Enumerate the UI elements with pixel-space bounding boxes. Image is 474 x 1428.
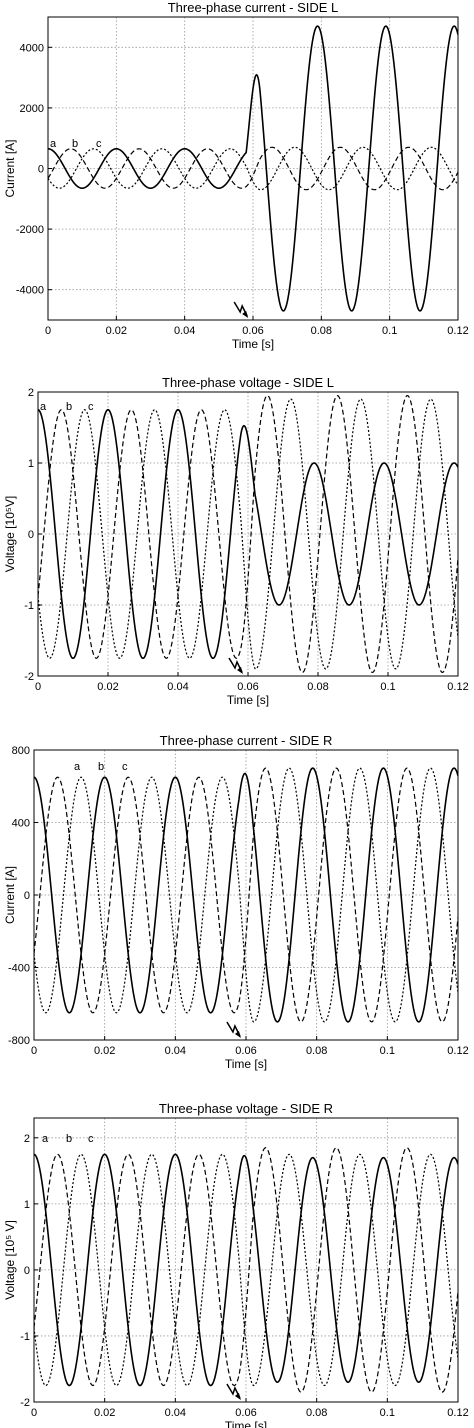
y-axis-label: Current [A] [3, 139, 17, 197]
x-axis-label: Time [s] [232, 337, 274, 351]
y-tick-label: -1 [24, 600, 34, 612]
x-tick-label: 0 [45, 325, 51, 337]
y-tick-label: 1 [24, 1199, 30, 1211]
phase-label-a: a [50, 138, 57, 150]
y-tick-label: 800 [12, 745, 30, 757]
y-tick-label: 0 [28, 529, 34, 541]
x-tick-label: 0.02 [97, 681, 118, 693]
phase-label-b: b [66, 401, 72, 413]
fault-marker-icon [226, 1383, 241, 1399]
y-tick-label: -1 [20, 1331, 30, 1343]
x-tick-label: 0.04 [165, 1407, 186, 1419]
y-axis-label: Voltage [10⁵V] [3, 496, 17, 572]
y-tick-label: 0 [24, 890, 30, 902]
y-tick-label: 4000 [20, 42, 44, 54]
x-tick-label: 0 [31, 1045, 37, 1057]
x-tick-label: 0.02 [94, 1045, 115, 1057]
x-tick-label: 0.08 [306, 1407, 327, 1419]
y-tick-label: -400 [8, 963, 30, 975]
phase-label-a: a [40, 401, 47, 413]
x-tick-label: 0.12 [447, 1045, 468, 1057]
fault-marker-icon [228, 657, 243, 673]
x-tick-label: 0.12 [447, 1407, 468, 1419]
x-tick-label: 0.04 [174, 325, 195, 337]
phase-label-b: b [72, 138, 78, 150]
y-tick-label: 400 [12, 818, 30, 830]
fault-arrowhead-icon [242, 311, 249, 318]
y-axis-label: Voltage [10⁵ V] [3, 1220, 17, 1300]
series-line-a [34, 1153, 458, 1387]
chart-title: Three-phase current - SIDE R [160, 733, 333, 748]
chart-title: Three-phase voltage - SIDE L [162, 375, 334, 390]
fault-arrowhead-icon [234, 1393, 241, 1400]
chart-panel-3: 0 0.02 0.04 0.06 0.08 0.1 0.12 -800 -400 0 400 800 T… [3, 733, 469, 1071]
x-tick-label: 0.1 [380, 1407, 395, 1419]
x-axis-label: Time [s] [227, 693, 269, 707]
phase-label-c: c [122, 761, 128, 773]
x-tick-label: 0.02 [94, 1407, 115, 1419]
x-tick-label: 0.12 [447, 325, 468, 337]
x-tick-label: 0.04 [167, 681, 188, 693]
y-tick-label: 2 [28, 387, 34, 399]
x-tick-label: 0.1 [382, 325, 397, 337]
x-tick-label: 0.12 [447, 681, 468, 693]
fault-marker-icon [226, 1021, 241, 1037]
x-tick-label: 0.08 [307, 681, 328, 693]
y-tick-label: -2 [24, 671, 34, 683]
phase-label-b: b [66, 1133, 72, 1145]
x-tick-label: 0.06 [235, 1045, 256, 1057]
fault-marker-icon [233, 301, 248, 317]
chart-panel-2: 0 0.02 0.04 0.06 0.08 0.1 0.12 -2 -1 0 1 2 Three-pha… [3, 375, 469, 707]
y-axis-label: Current [A] [3, 866, 17, 924]
y-tick-label: 0 [24, 1265, 30, 1277]
phase-label-c: c [88, 1133, 94, 1145]
chart-panel-4: 0 0.02 0.04 0.06 0.08 0.1 0.12 -2 -1 0 1 2 Three-pha… [3, 1101, 469, 1428]
y-tick-label: -2000 [16, 224, 44, 236]
chart-title: Three-phase voltage - SIDE R [159, 1101, 333, 1116]
x-tick-label: 0.02 [106, 325, 127, 337]
x-tick-label: 0.08 [306, 1045, 327, 1057]
x-tick-label: 0 [31, 1407, 37, 1419]
phase-label-b: b [98, 761, 104, 773]
series-line-c [38, 398, 458, 670]
x-tick-label: 0.08 [311, 325, 332, 337]
x-tick-label: 0 [35, 681, 41, 693]
series-line-a [34, 767, 458, 1023]
x-tick-label: 0.06 [242, 325, 263, 337]
phase-label-c: c [88, 401, 94, 413]
x-tick-label: 0.1 [380, 681, 395, 693]
series-line-a [48, 25, 458, 312]
y-tick-label: 0 [38, 164, 44, 176]
phase-label-c: c [96, 138, 102, 150]
x-tick-label: 0.1 [380, 1045, 395, 1057]
x-tick-label: 0.04 [165, 1045, 186, 1057]
x-tick-label: 0.06 [235, 1407, 256, 1419]
chart-panel-1: 0 0.02 0.04 0.06 0.08 0.1 0.12 -4000 -2000 0 2000 4… [3, 0, 469, 351]
x-axis-label: Time [s] [225, 1419, 267, 1428]
x-axis-label: Time [s] [225, 1057, 267, 1071]
y-tick-label: -4000 [16, 285, 44, 297]
fault-arrowhead-icon [234, 1031, 241, 1038]
series-line-a [38, 408, 458, 660]
y-tick-label: -800 [8, 1035, 30, 1047]
y-tick-label: -2 [20, 1397, 30, 1409]
phase-label-a: a [42, 1133, 49, 1145]
fault-arrowhead-icon [237, 667, 243, 674]
y-tick-label: 1 [28, 458, 34, 470]
phase-label-a: a [74, 761, 81, 773]
y-tick-label: 2000 [20, 103, 44, 115]
x-tick-label: 0.06 [237, 681, 258, 693]
series-line-c [48, 146, 458, 191]
y-tick-label: 2 [24, 1133, 30, 1145]
series-line-c [34, 767, 458, 1023]
chart-title: Three-phase current - SIDE L [168, 0, 339, 15]
